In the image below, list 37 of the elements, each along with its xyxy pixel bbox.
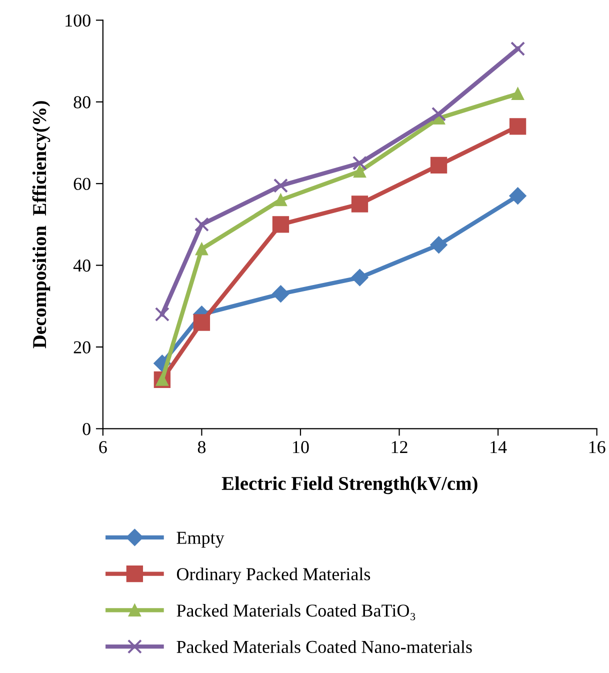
x-tick-label: 10 xyxy=(293,441,309,454)
point xyxy=(154,307,170,322)
x-tick-label: 6 xyxy=(99,441,107,454)
point xyxy=(272,285,290,302)
point xyxy=(509,187,526,204)
legend-label: Packed Materials Coated BaTiO₃ xyxy=(176,604,416,620)
point xyxy=(195,242,208,256)
x-tick-label: 12 xyxy=(392,441,408,454)
point xyxy=(273,178,288,193)
point xyxy=(509,118,526,135)
y-tick-label: 80 xyxy=(74,96,90,108)
point xyxy=(431,106,446,122)
point xyxy=(512,87,524,100)
x-axis-title: Electric Field Strength(kV/cm) xyxy=(222,476,478,494)
point xyxy=(430,156,448,174)
x-tick-label: 8 xyxy=(198,441,206,454)
y-axis-title: Decomposition Efficiency(%) xyxy=(32,101,50,348)
point xyxy=(510,41,526,56)
point xyxy=(272,216,290,233)
x-tick-label: 16 xyxy=(589,441,606,454)
y-tick-label: 0 xyxy=(82,422,90,436)
y-tick-label: 40 xyxy=(73,260,90,272)
point xyxy=(352,156,368,170)
point xyxy=(194,217,209,232)
point xyxy=(351,196,368,212)
x-tick-label: 14 xyxy=(490,441,507,454)
y-tick-label: 20 xyxy=(74,341,90,354)
y-tick-label: 60 xyxy=(74,178,90,190)
y-tick-label: 100 xyxy=(66,14,90,27)
point xyxy=(430,236,448,254)
legend-label: Ordinary Packed Materials xyxy=(176,568,370,584)
point xyxy=(274,194,287,206)
point xyxy=(354,165,366,178)
point xyxy=(351,269,368,286)
legend-label: Empty xyxy=(176,532,224,548)
legend-label: Packed Materials Coated Nano-materials xyxy=(176,640,472,654)
point xyxy=(193,314,210,331)
